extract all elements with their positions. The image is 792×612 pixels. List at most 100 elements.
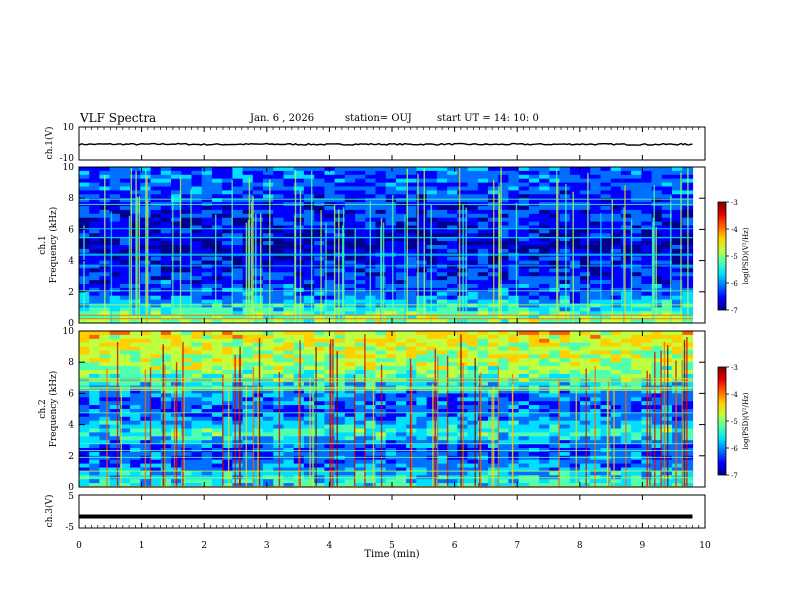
spec-cell xyxy=(109,264,121,269)
spec-cell xyxy=(355,479,366,484)
spec-cell xyxy=(651,420,663,426)
spec-cell xyxy=(283,428,295,433)
spec-cell xyxy=(631,221,642,227)
spec-cell xyxy=(600,217,612,223)
spec-spheric xyxy=(257,385,259,487)
spec-cell xyxy=(508,299,520,305)
spec-cell xyxy=(539,209,550,215)
spec-cell xyxy=(252,186,264,191)
spec-cell xyxy=(385,463,397,469)
spec-cell xyxy=(620,264,632,269)
spec-cell xyxy=(672,354,683,359)
spec-cell xyxy=(549,436,561,441)
spec-cell xyxy=(273,319,285,324)
spec-cell xyxy=(508,393,520,398)
spec-cell xyxy=(263,397,274,402)
spec-cell xyxy=(610,268,622,273)
spec-cell xyxy=(426,237,438,242)
spec-cell xyxy=(631,420,642,426)
spec-cell xyxy=(610,424,622,430)
spec-cell xyxy=(406,272,417,277)
spec-cell xyxy=(447,233,458,238)
spec-cell xyxy=(620,311,632,316)
spec-cell xyxy=(79,393,90,398)
spec-cell xyxy=(467,291,479,297)
spec-cell xyxy=(508,295,520,301)
spec-cell xyxy=(263,209,274,215)
spec-cell xyxy=(375,198,387,203)
spec-cell xyxy=(631,284,642,289)
spec-cell xyxy=(89,217,100,223)
spec-cell xyxy=(324,198,336,203)
spec-cell xyxy=(160,412,172,418)
spec-cell xyxy=(191,264,203,269)
spec-cell xyxy=(559,260,571,266)
spec-cell xyxy=(344,479,356,484)
spec-spheric xyxy=(430,204,432,323)
spec-cell xyxy=(263,459,274,465)
spec-cell xyxy=(191,272,203,277)
spec-cell xyxy=(651,186,663,191)
spec-cell xyxy=(365,385,377,391)
spec-cell xyxy=(672,264,683,269)
spec-cell xyxy=(334,362,346,367)
spec-cell xyxy=(273,229,285,234)
spec-cell xyxy=(344,346,356,352)
spec-cell xyxy=(467,295,479,301)
spec-cell xyxy=(682,393,694,398)
spec-cell xyxy=(610,483,622,488)
spec-cell xyxy=(232,167,244,172)
spec-cell xyxy=(426,389,438,394)
spec-cell xyxy=(314,307,325,312)
spec-cell xyxy=(365,432,377,437)
spec-cell xyxy=(89,350,100,355)
spec-cell xyxy=(303,221,315,227)
spec-cell xyxy=(600,291,612,297)
spec-cell xyxy=(211,315,223,320)
spec-cell xyxy=(375,194,387,199)
spec-cell xyxy=(191,284,203,289)
spec-cell xyxy=(426,186,438,191)
spec-cell xyxy=(600,342,612,348)
spec-cell xyxy=(181,299,192,305)
spec-cell xyxy=(273,276,285,281)
spec-spheric xyxy=(511,383,514,487)
spec-cell xyxy=(610,319,622,324)
spec-cell xyxy=(508,209,520,215)
spec-spheric xyxy=(663,341,666,487)
spec-cell xyxy=(109,217,121,223)
spec-cell xyxy=(222,342,233,348)
spec-cell xyxy=(355,213,366,219)
spec-cell xyxy=(539,217,550,223)
spec-cell xyxy=(539,170,550,176)
spec-cell xyxy=(222,225,233,230)
spec-cell xyxy=(590,213,601,219)
spec-cell xyxy=(457,350,469,355)
spec-cell xyxy=(324,213,336,219)
spec-spheric xyxy=(462,363,464,487)
spec-cell xyxy=(232,213,244,219)
spec-cell xyxy=(191,409,203,414)
spec-cell xyxy=(641,307,653,312)
spec-cell xyxy=(232,350,244,355)
spec-cell xyxy=(201,303,213,308)
spec-cell xyxy=(539,385,550,391)
spec-cell xyxy=(528,221,540,227)
spec-cell xyxy=(375,350,387,355)
spec-cell xyxy=(191,241,203,246)
spec-cell xyxy=(314,370,325,375)
spec-cell xyxy=(539,373,550,379)
spec-cell xyxy=(109,167,121,172)
spec-cell xyxy=(385,190,397,195)
spec-cell xyxy=(344,241,356,246)
spec-cell xyxy=(447,385,458,391)
spec-cell xyxy=(406,260,417,266)
spec-cell xyxy=(682,471,694,476)
spec-cell xyxy=(344,194,356,199)
spec-cell xyxy=(610,248,622,254)
spec-cell xyxy=(498,389,509,394)
spec-cell xyxy=(385,350,397,355)
spec-cell xyxy=(436,225,448,230)
spec-cell xyxy=(303,342,315,348)
spec-cell xyxy=(620,194,632,199)
